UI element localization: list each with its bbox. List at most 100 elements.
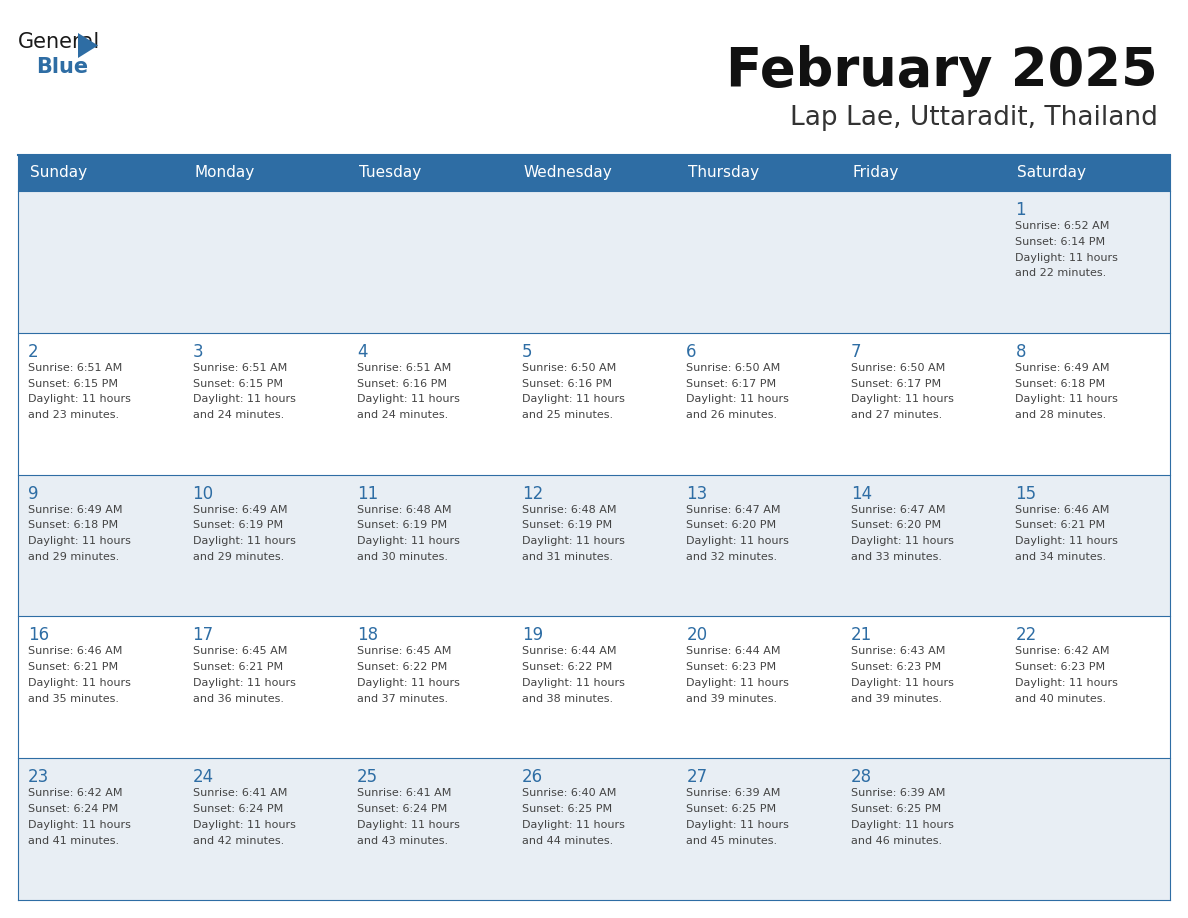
Text: Lap Lae, Uttaradit, Thailand: Lap Lae, Uttaradit, Thailand	[790, 105, 1158, 131]
Text: Sunrise: 6:43 AM: Sunrise: 6:43 AM	[851, 646, 946, 656]
Text: Sunset: 6:20 PM: Sunset: 6:20 PM	[687, 521, 777, 531]
Text: Daylight: 11 hours: Daylight: 11 hours	[851, 678, 954, 688]
Text: and 44 minutes.: and 44 minutes.	[522, 835, 613, 845]
Text: and 34 minutes.: and 34 minutes.	[1016, 552, 1106, 562]
Text: Sunset: 6:23 PM: Sunset: 6:23 PM	[1016, 662, 1106, 672]
Text: Sunrise: 6:52 AM: Sunrise: 6:52 AM	[1016, 221, 1110, 231]
Text: and 24 minutes.: and 24 minutes.	[358, 410, 448, 420]
Text: Sunrise: 6:46 AM: Sunrise: 6:46 AM	[29, 646, 122, 656]
Text: Sunset: 6:22 PM: Sunset: 6:22 PM	[358, 662, 448, 672]
Text: and 46 minutes.: and 46 minutes.	[851, 835, 942, 845]
Text: Sunrise: 6:42 AM: Sunrise: 6:42 AM	[1016, 646, 1110, 656]
Text: 13: 13	[687, 485, 708, 502]
Text: and 23 minutes.: and 23 minutes.	[29, 410, 119, 420]
Text: 22: 22	[1016, 626, 1037, 644]
Text: Sunrise: 6:48 AM: Sunrise: 6:48 AM	[522, 505, 617, 515]
Text: Thursday: Thursday	[688, 165, 759, 181]
Text: 20: 20	[687, 626, 707, 644]
Text: Daylight: 11 hours: Daylight: 11 hours	[522, 536, 625, 546]
Text: Sunset: 6:19 PM: Sunset: 6:19 PM	[522, 521, 612, 531]
Text: Sunrise: 6:46 AM: Sunrise: 6:46 AM	[1016, 505, 1110, 515]
Text: Sunset: 6:23 PM: Sunset: 6:23 PM	[687, 662, 777, 672]
Text: Sunset: 6:21 PM: Sunset: 6:21 PM	[29, 662, 118, 672]
Text: Daylight: 11 hours: Daylight: 11 hours	[192, 820, 296, 830]
Text: Tuesday: Tuesday	[359, 165, 422, 181]
Text: Sunrise: 6:45 AM: Sunrise: 6:45 AM	[192, 646, 287, 656]
Text: Sunrise: 6:50 AM: Sunrise: 6:50 AM	[687, 363, 781, 373]
Text: Sunset: 6:19 PM: Sunset: 6:19 PM	[358, 521, 447, 531]
Text: Sunrise: 6:39 AM: Sunrise: 6:39 AM	[851, 789, 946, 798]
Text: and 28 minutes.: and 28 minutes.	[1016, 410, 1107, 420]
Text: 23: 23	[29, 768, 49, 786]
Text: Daylight: 11 hours: Daylight: 11 hours	[358, 536, 460, 546]
Text: Sunset: 6:18 PM: Sunset: 6:18 PM	[1016, 378, 1106, 388]
Text: 8: 8	[1016, 342, 1026, 361]
Text: 5: 5	[522, 342, 532, 361]
Text: Sunrise: 6:42 AM: Sunrise: 6:42 AM	[29, 789, 122, 798]
Text: Daylight: 11 hours: Daylight: 11 hours	[1016, 536, 1118, 546]
Text: and 24 minutes.: and 24 minutes.	[192, 410, 284, 420]
Text: Daylight: 11 hours: Daylight: 11 hours	[522, 395, 625, 405]
Text: Blue: Blue	[36, 57, 88, 77]
Text: and 26 minutes.: and 26 minutes.	[687, 410, 777, 420]
Text: Daylight: 11 hours: Daylight: 11 hours	[358, 678, 460, 688]
Text: Sunrise: 6:44 AM: Sunrise: 6:44 AM	[522, 646, 617, 656]
Text: 16: 16	[29, 626, 49, 644]
Text: Sunrise: 6:50 AM: Sunrise: 6:50 AM	[851, 363, 946, 373]
Text: 15: 15	[1016, 485, 1037, 502]
Text: 3: 3	[192, 342, 203, 361]
Text: February 2025: February 2025	[726, 45, 1158, 97]
Text: Sunday: Sunday	[30, 165, 87, 181]
Text: 9: 9	[29, 485, 38, 502]
Text: 10: 10	[192, 485, 214, 502]
Text: 6: 6	[687, 342, 697, 361]
Text: 2: 2	[29, 342, 39, 361]
Text: Friday: Friday	[853, 165, 899, 181]
Text: and 30 minutes.: and 30 minutes.	[358, 552, 448, 562]
Text: Sunrise: 6:51 AM: Sunrise: 6:51 AM	[358, 363, 451, 373]
Bar	[18, 616, 1170, 758]
Text: Sunset: 6:17 PM: Sunset: 6:17 PM	[687, 378, 777, 388]
Text: Daylight: 11 hours: Daylight: 11 hours	[1016, 678, 1118, 688]
Text: Sunset: 6:25 PM: Sunset: 6:25 PM	[851, 804, 941, 814]
Bar	[18, 475, 1170, 616]
Text: Sunrise: 6:44 AM: Sunrise: 6:44 AM	[687, 646, 781, 656]
Text: 25: 25	[358, 768, 378, 786]
Text: Sunset: 6:19 PM: Sunset: 6:19 PM	[192, 521, 283, 531]
Text: and 42 minutes.: and 42 minutes.	[192, 835, 284, 845]
Text: Sunrise: 6:45 AM: Sunrise: 6:45 AM	[358, 646, 451, 656]
Text: Sunset: 6:25 PM: Sunset: 6:25 PM	[522, 804, 612, 814]
Text: and 31 minutes.: and 31 minutes.	[522, 552, 613, 562]
Text: Sunrise: 6:47 AM: Sunrise: 6:47 AM	[687, 505, 781, 515]
Text: and 43 minutes.: and 43 minutes.	[358, 835, 448, 845]
Text: Sunrise: 6:49 AM: Sunrise: 6:49 AM	[192, 505, 287, 515]
Text: Daylight: 11 hours: Daylight: 11 hours	[522, 820, 625, 830]
Text: Sunset: 6:25 PM: Sunset: 6:25 PM	[687, 804, 777, 814]
Text: and 35 minutes.: and 35 minutes.	[29, 694, 119, 704]
Text: Sunset: 6:24 PM: Sunset: 6:24 PM	[192, 804, 283, 814]
Text: Sunset: 6:17 PM: Sunset: 6:17 PM	[851, 378, 941, 388]
Text: 26: 26	[522, 768, 543, 786]
Text: Sunrise: 6:41 AM: Sunrise: 6:41 AM	[192, 789, 287, 798]
Text: Daylight: 11 hours: Daylight: 11 hours	[29, 536, 131, 546]
Bar	[18, 333, 1170, 475]
Bar	[18, 155, 1170, 191]
Text: Sunset: 6:22 PM: Sunset: 6:22 PM	[522, 662, 612, 672]
Text: Sunset: 6:16 PM: Sunset: 6:16 PM	[358, 378, 447, 388]
Text: 11: 11	[358, 485, 379, 502]
Text: Sunset: 6:21 PM: Sunset: 6:21 PM	[192, 662, 283, 672]
Text: Sunset: 6:15 PM: Sunset: 6:15 PM	[29, 378, 118, 388]
Text: Sunset: 6:24 PM: Sunset: 6:24 PM	[29, 804, 119, 814]
Text: Saturday: Saturday	[1017, 165, 1087, 181]
Text: Daylight: 11 hours: Daylight: 11 hours	[29, 678, 131, 688]
Text: Sunset: 6:24 PM: Sunset: 6:24 PM	[358, 804, 448, 814]
Text: Daylight: 11 hours: Daylight: 11 hours	[358, 820, 460, 830]
Text: 17: 17	[192, 626, 214, 644]
Text: 21: 21	[851, 626, 872, 644]
Text: and 45 minutes.: and 45 minutes.	[687, 835, 777, 845]
Text: and 38 minutes.: and 38 minutes.	[522, 694, 613, 704]
Text: Sunrise: 6:51 AM: Sunrise: 6:51 AM	[29, 363, 122, 373]
Text: Sunset: 6:16 PM: Sunset: 6:16 PM	[522, 378, 612, 388]
Text: and 27 minutes.: and 27 minutes.	[851, 410, 942, 420]
Text: Daylight: 11 hours: Daylight: 11 hours	[1016, 395, 1118, 405]
